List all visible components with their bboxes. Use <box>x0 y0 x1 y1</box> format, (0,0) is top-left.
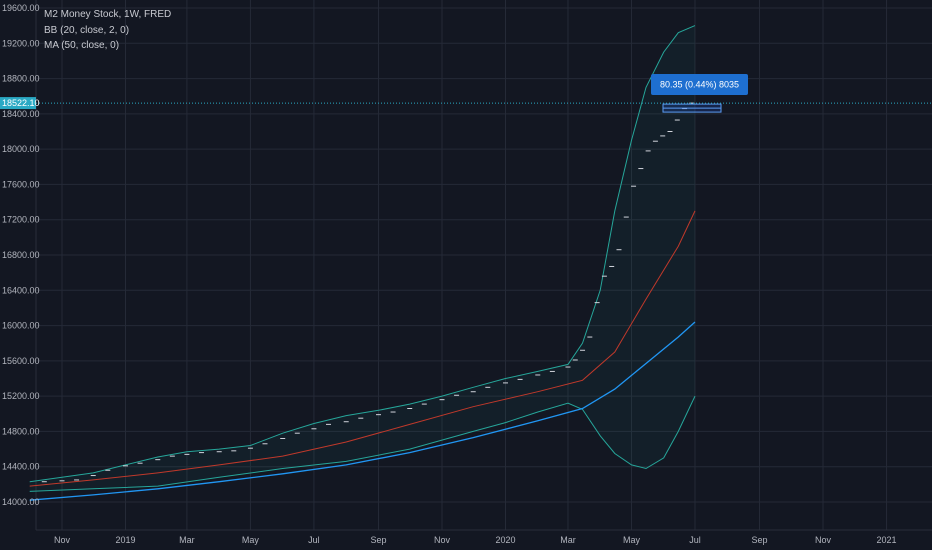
y-tick-label: 18000.00 <box>2 144 40 154</box>
bb-basis-line <box>29 210 696 487</box>
bb-upper-line <box>29 25 696 483</box>
x-tick-label: 2019 <box>115 535 135 545</box>
current-price-tag <box>0 97 36 110</box>
bb-fill <box>29 25 695 492</box>
x-tick-label: Mar <box>560 535 576 545</box>
legend: M2 Money Stock, 1W, FRED BB (20, close, … <box>44 9 171 51</box>
y-tick-label: 19600.00 <box>2 3 40 13</box>
legend-bb: BB (20, close, 2, 0) <box>44 25 129 36</box>
x-tick-label: Mar <box>179 535 195 545</box>
bb-lower-line <box>29 395 696 492</box>
y-tick-label: 15200.00 <box>2 391 40 401</box>
y-tick-label: 16400.00 <box>2 285 40 295</box>
y-tick-label: 17600.00 <box>2 179 40 189</box>
y-tick-label: 19200.00 <box>2 38 40 48</box>
x-tick-label: May <box>623 535 641 545</box>
y-tick-label: 18800.00 <box>2 74 40 84</box>
x-tick-label: 2021 <box>877 535 897 545</box>
x-tick-label: Sep <box>752 535 768 545</box>
y-tick-label: 14000.00 <box>2 497 40 507</box>
bollinger-bands <box>29 25 695 492</box>
x-tick-label: Sep <box>370 535 386 545</box>
ma50-line <box>29 321 696 501</box>
y-tick-label: 16000.00 <box>2 321 40 331</box>
y-tick-label: 16800.00 <box>2 250 40 260</box>
y-tick-label: 14800.00 <box>2 426 40 436</box>
measure-tool[interactable]: 80.35 (0.44%) 8035 <box>651 74 748 113</box>
grid <box>35 0 932 531</box>
x-tick-label: Jul <box>308 535 320 545</box>
x-tick-label: Nov <box>815 535 832 545</box>
current-price-line: 18522.10 <box>0 97 932 110</box>
x-tick-label: Jul <box>689 535 701 545</box>
y-axis[interactable]: 14000.00 14400.00 14800.00 15200.00 15600.00… <box>2 3 40 507</box>
x-tick-label: Nov <box>434 535 451 545</box>
legend-ma: MA (50, close, 0) <box>44 40 119 51</box>
y-tick-label: 18400.00 <box>2 109 40 119</box>
current-price-label: 18522.10 <box>2 98 40 108</box>
y-tick-label: 15600.00 <box>2 356 40 366</box>
measure-tooltip-text: 80.35 (0.44%) 8035 <box>660 80 739 90</box>
x-tick-label: Nov <box>54 535 71 545</box>
y-tick-label: 17200.00 <box>2 215 40 225</box>
price-series <box>41 102 695 483</box>
indicator-lines <box>29 25 696 501</box>
x-tick-label: May <box>242 535 260 545</box>
y-tick-label: 14400.00 <box>2 462 40 472</box>
x-axis[interactable]: Nov 2019 Mar May Jul Sep Nov 2020 Mar May Jul Sep No… <box>54 535 897 545</box>
x-tick-label: 2020 <box>495 535 515 545</box>
measure-tooltip-box <box>651 74 748 95</box>
legend-title: M2 Money Stock, 1W, FRED <box>44 9 171 20</box>
